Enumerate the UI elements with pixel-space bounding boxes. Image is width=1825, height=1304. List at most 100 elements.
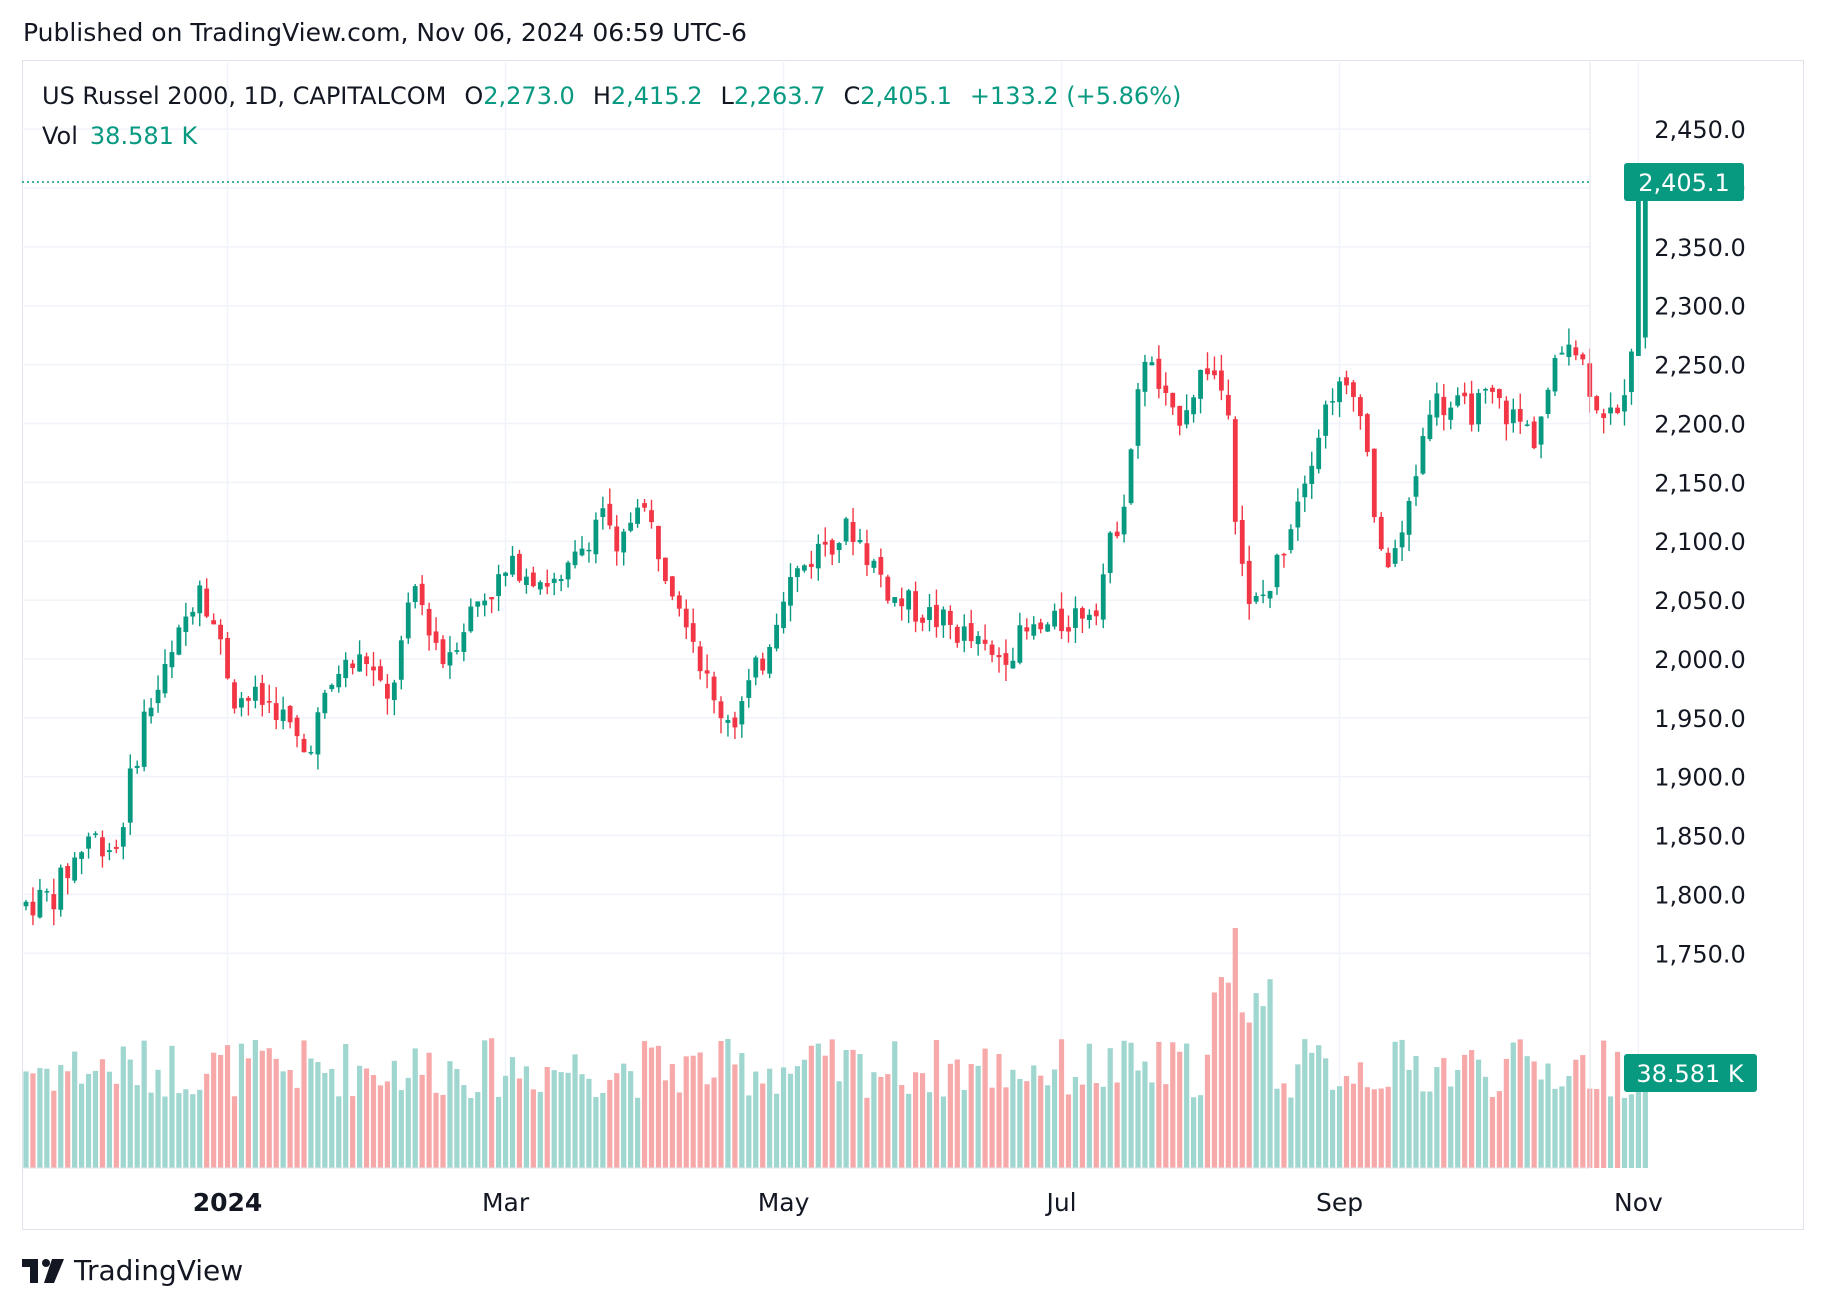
volume-bar [1072, 1077, 1079, 1168]
candle-body [93, 833, 98, 835]
volume-bar [829, 1039, 835, 1168]
candle-body [1135, 389, 1141, 446]
candle-body [1538, 416, 1544, 445]
symbol-title: US Russel 2000, 1D, CAPITALCOM [42, 82, 447, 110]
volume-bar [211, 1052, 217, 1168]
volume-bar [913, 1072, 919, 1168]
candle-body [551, 578, 557, 583]
candle-body [1142, 361, 1148, 392]
y-tick-label: 2,000.0 [1654, 646, 1746, 674]
volume-bar [37, 1068, 43, 1168]
candle-body [669, 576, 675, 597]
y-tick-label: 1,850.0 [1654, 823, 1746, 851]
candle-body [398, 640, 404, 680]
y-tick-label: 2,200.0 [1654, 410, 1746, 438]
volume-bar [551, 1070, 557, 1168]
candle-body [183, 616, 189, 632]
candle-body [565, 562, 571, 580]
candle-body [1469, 393, 1474, 425]
volume-bar [1434, 1067, 1440, 1168]
candle-body [1399, 532, 1405, 548]
candle-body [1629, 351, 1634, 393]
volume-bar [1392, 1041, 1398, 1168]
volume-bar [947, 1063, 953, 1168]
candle-body [892, 597, 898, 603]
candle-body [1337, 381, 1342, 403]
candle-body [1330, 401, 1335, 403]
candle-body [663, 557, 668, 581]
candle-body [1295, 501, 1301, 528]
candle-body [1059, 608, 1064, 632]
volume-bar [1184, 1043, 1190, 1168]
volume-bar [1142, 1061, 1148, 1168]
candle-body [1441, 396, 1447, 416]
volume-bar [259, 1050, 265, 1168]
volume-bar [836, 1081, 842, 1168]
candle-body [454, 650, 460, 652]
candle-body [1163, 385, 1169, 393]
candle-body [795, 568, 800, 578]
candle-body [1427, 414, 1433, 440]
volume-bar [815, 1043, 821, 1168]
candle-body [447, 652, 453, 666]
candle-body [767, 646, 773, 674]
high-label: H [592, 82, 611, 110]
tradingview-logo-icon [22, 1258, 64, 1283]
candle-body [37, 889, 43, 918]
candle-body [1601, 413, 1607, 418]
volume-bar [197, 1089, 203, 1168]
candle-body [1267, 590, 1273, 599]
candle-body [44, 891, 50, 893]
volume-bar [1253, 993, 1259, 1168]
volume-bar [502, 1075, 509, 1168]
candle-body [503, 572, 508, 576]
volume-bar [1420, 1091, 1426, 1168]
low-value: 2,263.7 [733, 82, 826, 110]
time-axis: 2024 Mar May Jul Sep Nov [193, 1188, 1663, 1217]
volume-bar [1225, 982, 1231, 1168]
candle-body [1086, 614, 1092, 621]
volume-bar [1017, 1078, 1023, 1168]
volume-bar [1510, 1042, 1516, 1168]
candle-body [1246, 560, 1252, 604]
candle-body [607, 503, 613, 526]
tradingview-logo[interactable]: TradingView [22, 1254, 243, 1287]
candle-body [753, 657, 759, 678]
price-axis: 2,450.02,400.02,350.02,300.02,250.02,200… [22, 62, 1746, 1169]
volume-bar [1357, 1062, 1363, 1168]
change-value: +133.2 (+5.86%) [969, 82, 1182, 110]
candle-body [1510, 409, 1516, 424]
candle-body [635, 507, 640, 524]
volume-bar [336, 1096, 342, 1168]
last-markers: 2,405.1 38.581 K [22, 163, 1757, 1092]
volume-bar [350, 1096, 356, 1168]
candle-body [113, 846, 119, 849]
candle-body [1149, 362, 1155, 366]
volume-bar [864, 1097, 870, 1168]
volume-bar [120, 1046, 126, 1168]
volume-bar [996, 1053, 1002, 1168]
candle-body [1038, 622, 1044, 630]
candle-body [419, 583, 425, 606]
volume-bar [690, 1055, 696, 1168]
volume-bar [308, 1058, 314, 1168]
volume-bar [405, 1077, 411, 1168]
candle-body [788, 577, 793, 606]
candle-body [579, 548, 585, 556]
x-tick-label: May [758, 1188, 810, 1217]
volume-bar [1107, 1048, 1113, 1168]
candle-body [322, 692, 328, 714]
volume-bar [496, 1096, 502, 1168]
volume-bar [704, 1084, 710, 1168]
volume-bar [1545, 1063, 1551, 1168]
volume-bar [412, 1048, 418, 1168]
volume-bar [537, 1091, 543, 1168]
candle-body [1483, 389, 1488, 391]
candle-body [225, 637, 230, 679]
candle-body [1232, 419, 1238, 522]
candle-body [482, 600, 488, 606]
candle-body [850, 522, 856, 542]
volume-bar [1100, 1086, 1106, 1168]
volume-bar [780, 1067, 787, 1168]
